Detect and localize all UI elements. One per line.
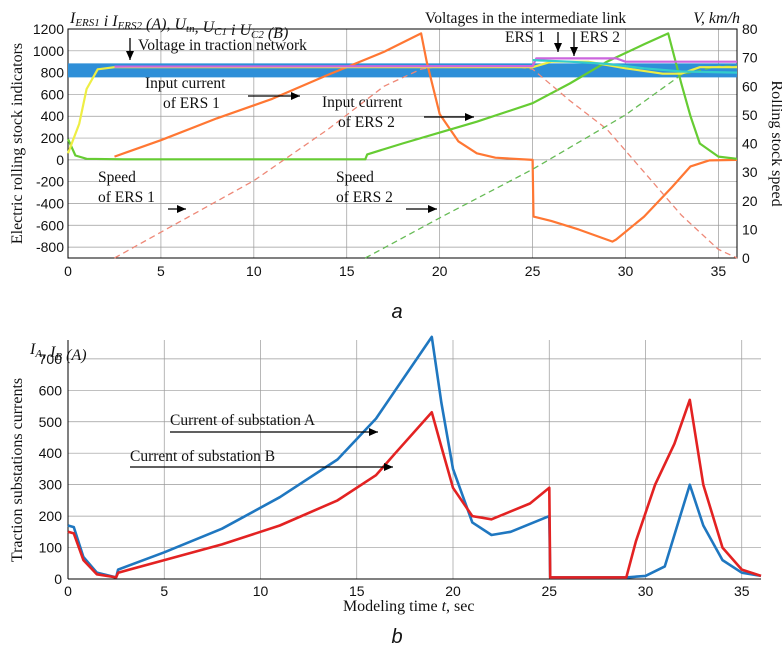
a-series-line-5	[66, 60, 737, 154]
a-y-tick-label: 400	[41, 108, 65, 124]
a-x-tick-label: 5	[157, 263, 165, 279]
b-x-tick-label: 30	[638, 583, 654, 599]
a-x-tick-label: 20	[432, 263, 448, 279]
a-annotation-input-ers1-2: of ERS 1	[163, 95, 220, 112]
a-x-tick-label: 25	[525, 263, 541, 279]
a-annotation-speed-ers1-2: of ERS 1	[98, 189, 155, 206]
b-y-tick-label: 700	[39, 351, 63, 367]
b-annotation-substation-b: Current of substation B	[130, 448, 275, 465]
a-annotation-input-ers2: Input current	[322, 94, 403, 111]
a-annotation-speed-ers2-2: of ERS 2	[336, 189, 393, 206]
a-right-header: V, km/h	[693, 10, 740, 27]
a-x-tick-label: 15	[339, 263, 355, 279]
b-y-tick-label: 0	[54, 571, 62, 587]
a-arrow-speed-ers1-head	[177, 205, 186, 213]
a-arrow-ers2-head	[570, 47, 578, 56]
a-y2-tick-label: 50	[742, 107, 758, 123]
a-annotation-ers2: ERS 2	[580, 29, 620, 46]
a-right-axis-label: Rolling stock speed	[768, 80, 782, 206]
a-annotation-input-ers1: Input current	[145, 75, 226, 92]
a-arrow-input-ers1-head	[291, 92, 300, 100]
a-x-tick-label: 10	[246, 263, 262, 279]
b-x-tick-label: 0	[64, 583, 72, 599]
a-y-tick-label: 1200	[33, 21, 64, 37]
a-y-tick-label: -400	[36, 195, 64, 211]
a-series-line-1	[114, 32, 738, 243]
a-series-line-6	[114, 57, 737, 68]
a-y2-tick-label: 0	[742, 250, 750, 266]
a-left-header: IERS1 i IERS2 (A), Utn, UC1 i UC2 (B)	[69, 10, 288, 42]
a-y-tick-label: 0	[56, 152, 64, 168]
b-left-axis-label: Traction substations currents	[9, 378, 26, 562]
a-y-tick-label: -600	[36, 217, 64, 233]
b-arrow-substation-b-head	[384, 463, 393, 471]
b-arrow-substation-a-head	[369, 428, 378, 436]
a-x-tick-label: 30	[618, 263, 634, 279]
b-x-axis-label: Modeling time t, sec	[343, 598, 475, 615]
a-y2-tick-label: 60	[742, 78, 758, 94]
a-x-tick-label: 0	[64, 263, 72, 279]
b-y-tick-label: 200	[39, 508, 63, 524]
a-arrow-input-ers2-head	[465, 113, 474, 121]
a-y-tick-label: 1000	[33, 43, 64, 59]
a-y2-tick-label: 10	[742, 221, 758, 237]
b-series-line-1	[67, 398, 762, 579]
b-y-tick-label: 300	[39, 477, 63, 493]
b-panel-caption: b	[391, 626, 402, 648]
a-y2-tick-label: 80	[742, 21, 758, 37]
a-y2-tick-label: 20	[742, 193, 758, 209]
a-plot-frame	[67, 28, 738, 259]
a-series-line-2	[66, 32, 738, 161]
b-annotation-substation-a: Current of substation A	[170, 412, 316, 429]
a-y2-tick-label: 30	[742, 164, 758, 180]
b-x-tick-label: 15	[349, 583, 365, 599]
a-y-tick-label: -200	[36, 174, 64, 190]
a-arrow-ers1-head	[554, 43, 562, 52]
b-y-tick-label: 100	[39, 540, 63, 556]
b-left-header: IA, IB (A)	[29, 341, 87, 364]
a-annotation-ers1: ERS 1	[505, 29, 545, 46]
a-left-axis-label: Electric rolling stock indicators	[9, 43, 26, 244]
a-annotation-traction-voltage: Voltage in traction network	[138, 37, 307, 54]
b-x-tick-label: 5	[160, 583, 168, 599]
b-x-tick-label: 35	[734, 583, 750, 599]
a-y-tick-label: 800	[41, 65, 65, 81]
a-series-line-4	[364, 65, 737, 259]
b-y-tick-label: 400	[39, 445, 63, 461]
b-y-tick-label: 600	[39, 382, 63, 398]
a-arrow-speed-ers2-head	[428, 205, 437, 213]
a-panel-caption: a	[391, 301, 402, 323]
a-arrow-traction-voltage-head	[126, 51, 134, 60]
b-x-tick-label: 20	[445, 583, 461, 599]
b-y-tick-label: 500	[39, 414, 63, 430]
b-x-tick-label: 25	[541, 583, 557, 599]
b-x-tick-label: 10	[253, 583, 269, 599]
a-annotation-speed-ers2: Speed	[336, 169, 374, 186]
a-annotation-intermediate-voltage: Voltages in the intermediate link	[425, 10, 626, 27]
a-y2-tick-label: 40	[742, 136, 758, 152]
a-y2-tick-label: 70	[742, 50, 758, 66]
a-y-tick-label: 600	[41, 86, 65, 102]
a-y-tick-label: -800	[36, 239, 64, 255]
a-series-line-7	[532, 59, 738, 74]
a-y-tick-label: 200	[41, 130, 65, 146]
a-annotation-input-ers2-2: of ERS 2	[338, 114, 395, 131]
a-x-tick-label: 35	[711, 263, 727, 279]
a-annotation-speed-ers1: Speed	[98, 169, 136, 186]
